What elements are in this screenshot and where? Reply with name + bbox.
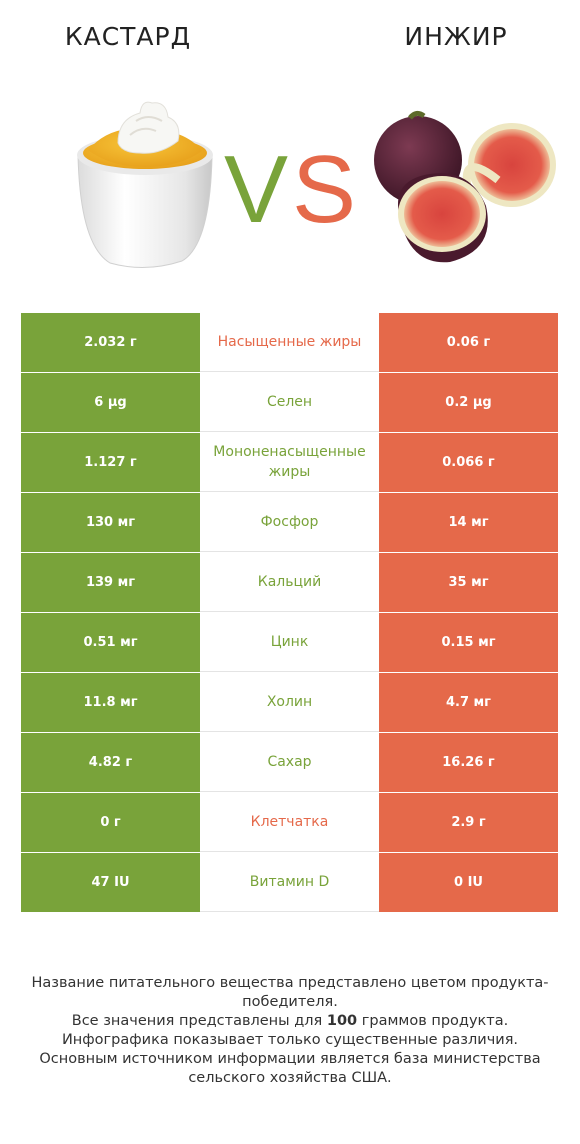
nutrient-label: Кальций: [200, 553, 379, 612]
nutrient-label: Холин: [200, 673, 379, 732]
right-value: 14 мг: [379, 493, 558, 552]
nutrient-label: Насыщенные жиры: [200, 313, 379, 372]
table-row: 0 г Клетчатка 2.9 г: [21, 793, 558, 853]
right-value: 0.2 µg: [379, 373, 558, 432]
left-value: 0 г: [21, 793, 200, 852]
left-value: 4.82 г: [21, 733, 200, 792]
right-value: 16.26 г: [379, 733, 558, 792]
fig-image: [374, 110, 556, 263]
footer-line-significant: Инфографика показывает только существенн…: [61, 1032, 519, 1048]
right-value: 0.066 г: [379, 433, 558, 492]
nutrient-label: Селен: [200, 373, 379, 432]
table-row: 11.8 мг Холин 4.7 мг: [21, 673, 558, 733]
table-row: 2.032 г Насыщенные жиры 0.06 г: [21, 313, 558, 373]
vs-letter-v: V: [224, 142, 288, 232]
right-value: 0 IU: [379, 853, 558, 912]
footer-notes: Название питательного вещества представл…: [20, 974, 560, 1088]
left-value: 47 IU: [21, 853, 200, 912]
nutrient-label: Фосфор: [200, 493, 379, 552]
vs-letter-s: S: [292, 142, 352, 232]
nutrient-label: Цинк: [200, 613, 379, 672]
nutrient-label: Витамин D: [200, 853, 379, 912]
right-value: 35 мг: [379, 553, 558, 612]
custard-image: [77, 101, 213, 269]
table-row: 4.82 г Сахар 16.26 г: [21, 733, 558, 793]
table-row: 6 µg Селен 0.2 µg: [21, 373, 558, 433]
left-value: 1.127 г: [21, 433, 200, 492]
left-value: 6 µg: [21, 373, 200, 432]
right-food-title: ИНЖИР: [404, 22, 508, 51]
table-row: 130 мг Фосфор 14 мг: [21, 493, 558, 553]
nutrient-label: Сахар: [200, 733, 379, 792]
table-row: 1.127 г Мононенасыщенные жиры 0.066 г: [21, 433, 558, 493]
left-value: 0.51 мг: [21, 613, 200, 672]
right-value: 0.06 г: [379, 313, 558, 372]
left-value: 130 мг: [21, 493, 200, 552]
table-row: 139 мг Кальций 35 мг: [21, 553, 558, 613]
footer-line-per-100g: Все значения представлены для 100 граммо…: [71, 1013, 509, 1029]
footer-line-source: Основным источником информации является …: [39, 1051, 541, 1086]
nutrient-label: Клетчатка: [200, 793, 379, 852]
table-row: 0.51 мг Цинк 0.15 мг: [21, 613, 558, 673]
right-value: 0.15 мг: [379, 613, 558, 672]
right-value: 2.9 г: [379, 793, 558, 852]
vs-logo: V S: [224, 142, 352, 232]
left-value: 139 мг: [21, 553, 200, 612]
left-value: 2.032 г: [21, 313, 200, 372]
left-value: 11.8 мг: [21, 673, 200, 732]
left-food-title: КАСТАРД: [64, 22, 192, 51]
right-value: 4.7 мг: [379, 673, 558, 732]
nutrient-label: Мононенасыщенные жиры: [200, 433, 379, 492]
footer-line-winner-color: Название питательного вещества представл…: [31, 975, 549, 1010]
